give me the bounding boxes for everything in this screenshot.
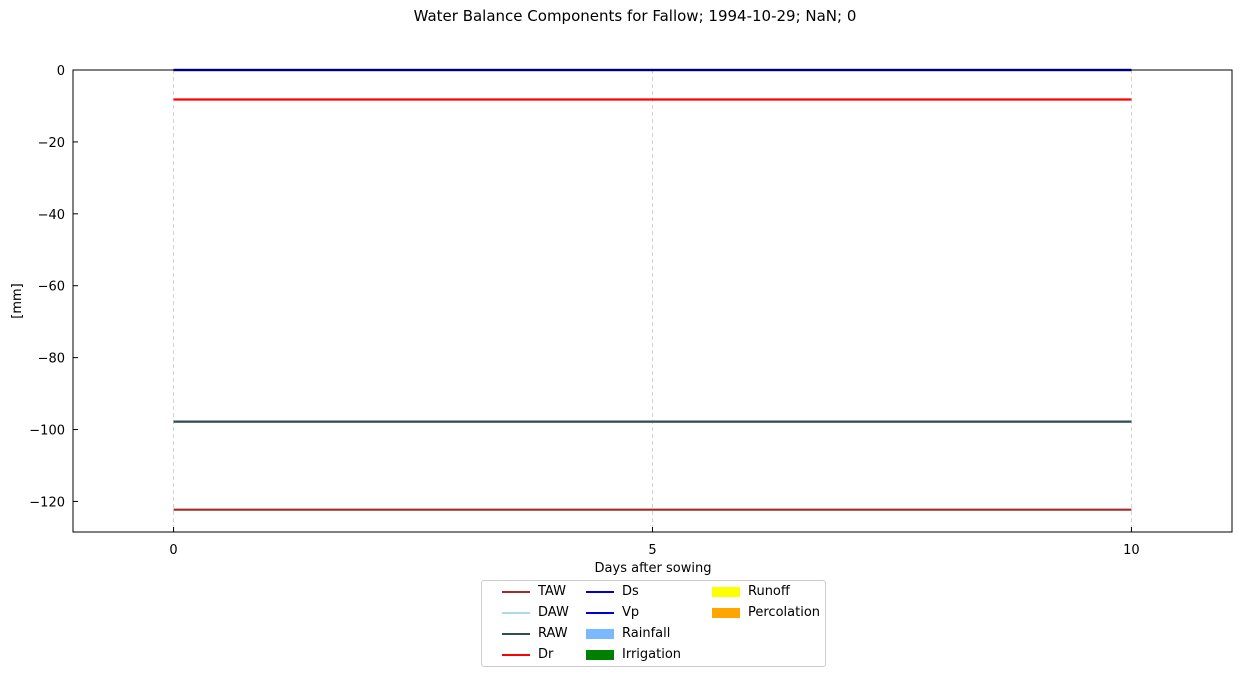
y-tick-label: 0 [57, 64, 65, 79]
legend-swatch [586, 650, 614, 660]
y-tick-label: −20 [38, 136, 65, 151]
ticks: 0 5 10 0 −20 −40 −60 −80 −100 −120 [29, 64, 1139, 558]
y-tick-label: −40 [38, 208, 65, 223]
legend-swatch [502, 654, 530, 656]
y-tick-label: −80 [38, 352, 65, 367]
legend-label: Rainfall [622, 626, 671, 641]
y-tick-label: −60 [38, 280, 65, 295]
legend-label: Ds [622, 584, 639, 599]
x-tick-label: 5 [648, 543, 656, 558]
x-axis-label: Days after sowing [595, 561, 712, 576]
x-tick-label: 0 [169, 543, 177, 558]
legend-label: DAW [538, 605, 569, 620]
legend-swatch [586, 591, 614, 593]
legend-label: Vp [622, 605, 640, 620]
legend-label: Dr [538, 647, 554, 662]
legend-label: Percolation [748, 605, 821, 620]
legend-label: Irrigation [622, 647, 682, 662]
chart-title: Water Balance Components for Fallow; 199… [414, 7, 857, 25]
legend-swatch [712, 608, 740, 618]
y-tick-label: −100 [29, 424, 65, 439]
grid [173, 70, 1132, 532]
x-tick-label: 10 [1123, 543, 1140, 558]
legend-label: RAW [538, 626, 568, 641]
legend-swatch [712, 587, 740, 597]
legend: TAW DAW RAW Dr Ds Vp Rainfall Irrigation Runoff P… [481, 580, 826, 667]
legend-swatch [502, 633, 530, 635]
legend-swatch [586, 629, 614, 639]
y-axis-label: [mm] [10, 283, 25, 318]
legend-swatch [502, 591, 530, 593]
y-tick-label: −120 [29, 495, 65, 510]
legend-swatch [586, 612, 614, 614]
legend-label: TAW [538, 584, 566, 599]
legend-swatch [502, 612, 530, 614]
legend-label: Runoff [748, 584, 790, 599]
